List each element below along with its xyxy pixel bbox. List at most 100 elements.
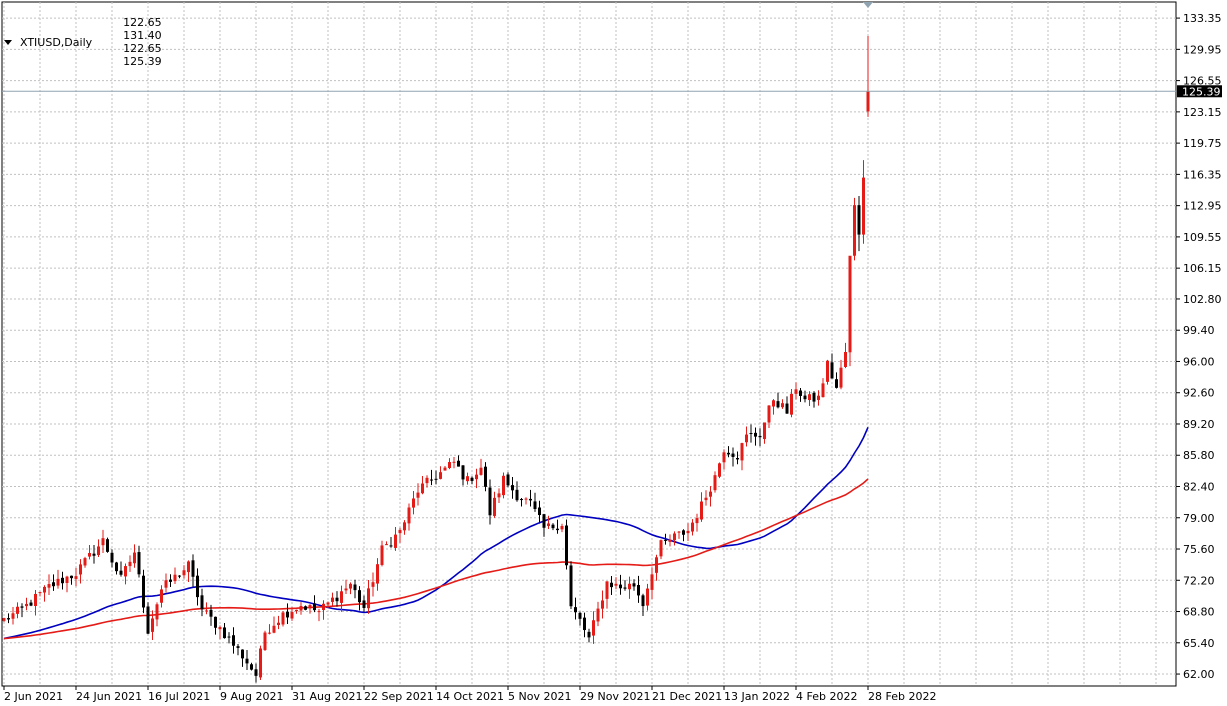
candle[interactable] [335, 591, 339, 607]
plot-area[interactable] [1, 1, 1177, 687]
chart-shift-marker-icon[interactable] [863, 2, 873, 8]
candle[interactable] [137, 545, 141, 578]
candle[interactable] [439, 466, 442, 480]
candle[interactable] [232, 627, 235, 654]
candle[interactable] [110, 549, 114, 568]
candle[interactable] [20, 603, 24, 618]
candle[interactable] [115, 561, 118, 575]
candle[interactable] [398, 527, 402, 543]
candle[interactable] [664, 533, 667, 545]
symbol-dropdown-icon[interactable] [4, 39, 12, 45]
candle[interactable] [425, 475, 429, 488]
candle[interactable] [236, 643, 240, 656]
candle[interactable] [790, 388, 793, 418]
candle[interactable] [749, 424, 753, 443]
candle[interactable] [623, 580, 627, 591]
candle[interactable] [79, 559, 82, 584]
candle[interactable] [718, 462, 721, 479]
candle[interactable] [43, 585, 46, 602]
candle[interactable] [511, 476, 514, 499]
candle[interactable] [740, 442, 744, 471]
candle[interactable] [443, 465, 447, 471]
candle[interactable] [272, 616, 276, 634]
candle[interactable] [259, 645, 262, 681]
candle[interactable] [709, 486, 712, 507]
candle[interactable] [569, 561, 573, 609]
candle[interactable] [659, 539, 663, 560]
candle[interactable] [196, 568, 199, 606]
candle[interactable] [245, 649, 249, 670]
candle[interactable] [848, 255, 852, 367]
candle[interactable] [767, 405, 771, 429]
candle[interactable] [52, 574, 55, 591]
candle[interactable] [173, 567, 177, 585]
candle[interactable] [515, 481, 519, 502]
candle[interactable] [178, 575, 181, 579]
candle[interactable] [119, 561, 123, 577]
candle[interactable] [106, 537, 109, 553]
candle[interactable] [529, 489, 532, 507]
candle[interactable] [497, 488, 501, 503]
candle[interactable] [452, 457, 456, 469]
candle[interactable] [380, 540, 384, 567]
candle[interactable] [299, 602, 303, 615]
candle[interactable] [7, 613, 10, 624]
candle[interactable] [155, 602, 159, 627]
candle[interactable] [745, 426, 748, 447]
candle[interactable] [614, 577, 618, 590]
candle[interactable] [128, 555, 132, 572]
candle[interactable] [506, 472, 510, 488]
candle[interactable] [799, 387, 802, 402]
candle[interactable] [637, 575, 640, 603]
candle[interactable] [556, 519, 559, 534]
candle[interactable] [826, 359, 829, 385]
candle[interactable] [461, 465, 465, 486]
candle[interactable] [493, 491, 496, 518]
candle[interactable] [821, 378, 825, 398]
candle[interactable] [241, 649, 244, 667]
candle[interactable] [70, 575, 73, 585]
candle[interactable] [416, 483, 420, 506]
candle[interactable] [655, 554, 658, 581]
candle[interactable] [772, 399, 775, 415]
candle[interactable] [817, 390, 820, 406]
candle[interactable] [754, 427, 757, 446]
candle[interactable] [574, 597, 577, 620]
candle[interactable] [430, 469, 433, 486]
candle[interactable] [349, 582, 352, 595]
candle[interactable] [83, 556, 87, 568]
candle[interactable] [218, 625, 222, 640]
candle[interactable] [421, 476, 424, 495]
candle[interactable] [254, 663, 258, 683]
candle[interactable] [101, 529, 105, 553]
candle[interactable] [844, 342, 847, 369]
candle[interactable] [277, 615, 280, 630]
candle[interactable] [830, 353, 834, 379]
candle[interactable] [223, 622, 226, 639]
candle[interactable] [164, 573, 168, 593]
candle[interactable] [502, 472, 505, 499]
candle[interactable] [394, 526, 397, 551]
candle[interactable] [560, 523, 564, 533]
candle[interactable] [794, 382, 798, 400]
candle[interactable] [142, 569, 145, 614]
candle[interactable] [673, 531, 676, 546]
candle[interactable] [92, 545, 96, 564]
candle[interactable] [839, 359, 843, 390]
candle[interactable] [677, 531, 681, 539]
candle[interactable] [389, 537, 393, 548]
candle[interactable] [781, 399, 784, 409]
candle[interactable] [835, 372, 838, 389]
candle[interactable] [565, 519, 568, 570]
candles[interactable] [2, 36, 870, 683]
candle[interactable] [362, 595, 366, 612]
candle[interactable] [763, 422, 766, 444]
candle[interactable] [650, 567, 654, 600]
candle[interactable] [326, 601, 330, 609]
candle[interactable] [146, 602, 150, 635]
candle[interactable] [97, 539, 100, 558]
candle[interactable] [533, 492, 537, 512]
candle[interactable] [74, 567, 78, 587]
candle[interactable] [322, 600, 325, 620]
